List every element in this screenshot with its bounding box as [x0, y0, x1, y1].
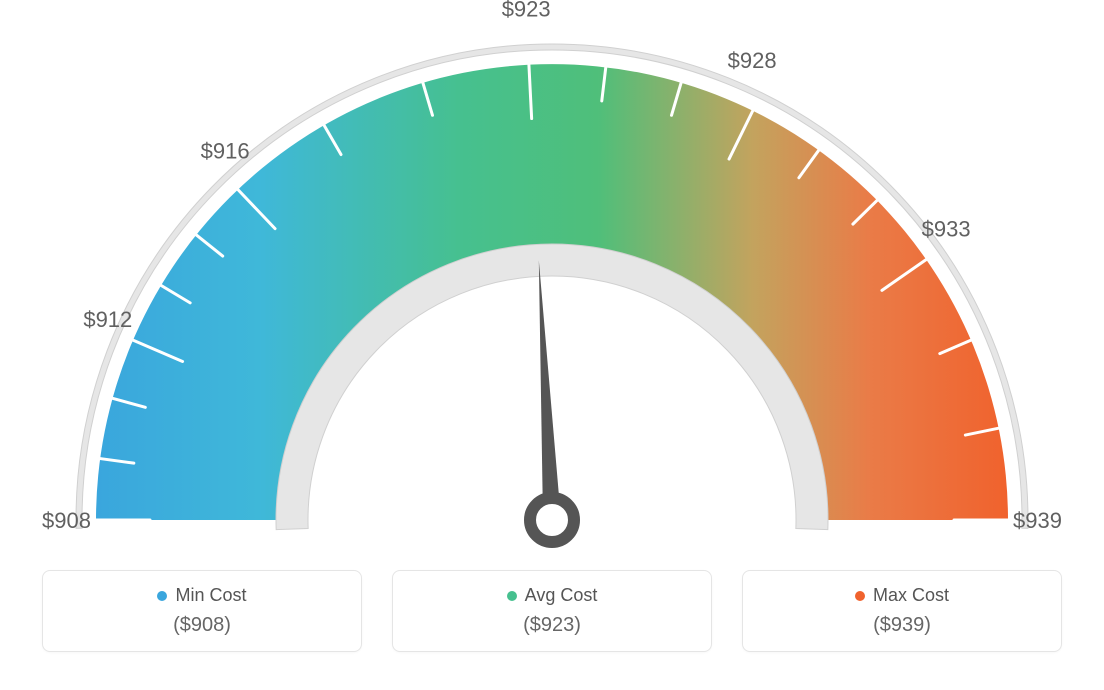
dot-icon [157, 591, 167, 601]
gauge-tick-label: $933 [922, 217, 971, 242]
gauge-tick-label: $912 [83, 307, 132, 332]
legend-max-value: ($939) [753, 614, 1051, 637]
legend-row: Min Cost ($908) Avg Cost ($923) Max Cost… [0, 570, 1104, 652]
legend-min-title-text: Min Cost [175, 585, 246, 606]
legend-avg-title-text: Avg Cost [525, 585, 598, 606]
dot-icon [507, 591, 517, 601]
gauge-tick-label: $928 [728, 48, 777, 73]
gauge-tick-label: $923 [502, 0, 551, 22]
gauge-svg: $908 $912 $916 $923 $928 $933 $939 [0, 0, 1104, 570]
legend-min-title: Min Cost [157, 585, 246, 606]
legend-min-box: Min Cost ($908) [42, 570, 362, 652]
dot-icon [855, 591, 865, 601]
cost-gauge-chart: $908 $912 $916 $923 $928 $933 $939 [0, 0, 1104, 570]
gauge-tick-label: $908 [42, 508, 91, 533]
legend-avg-box: Avg Cost ($923) [392, 570, 712, 652]
legend-avg-title: Avg Cost [507, 585, 598, 606]
gauge-tick-label: $916 [201, 138, 250, 163]
legend-max-title-text: Max Cost [873, 585, 949, 606]
gauge-tick-label: $939 [1013, 508, 1062, 533]
legend-avg-value: ($923) [403, 614, 701, 637]
legend-min-value: ($908) [53, 614, 351, 637]
legend-max-title: Max Cost [855, 585, 949, 606]
legend-max-box: Max Cost ($939) [742, 570, 1062, 652]
